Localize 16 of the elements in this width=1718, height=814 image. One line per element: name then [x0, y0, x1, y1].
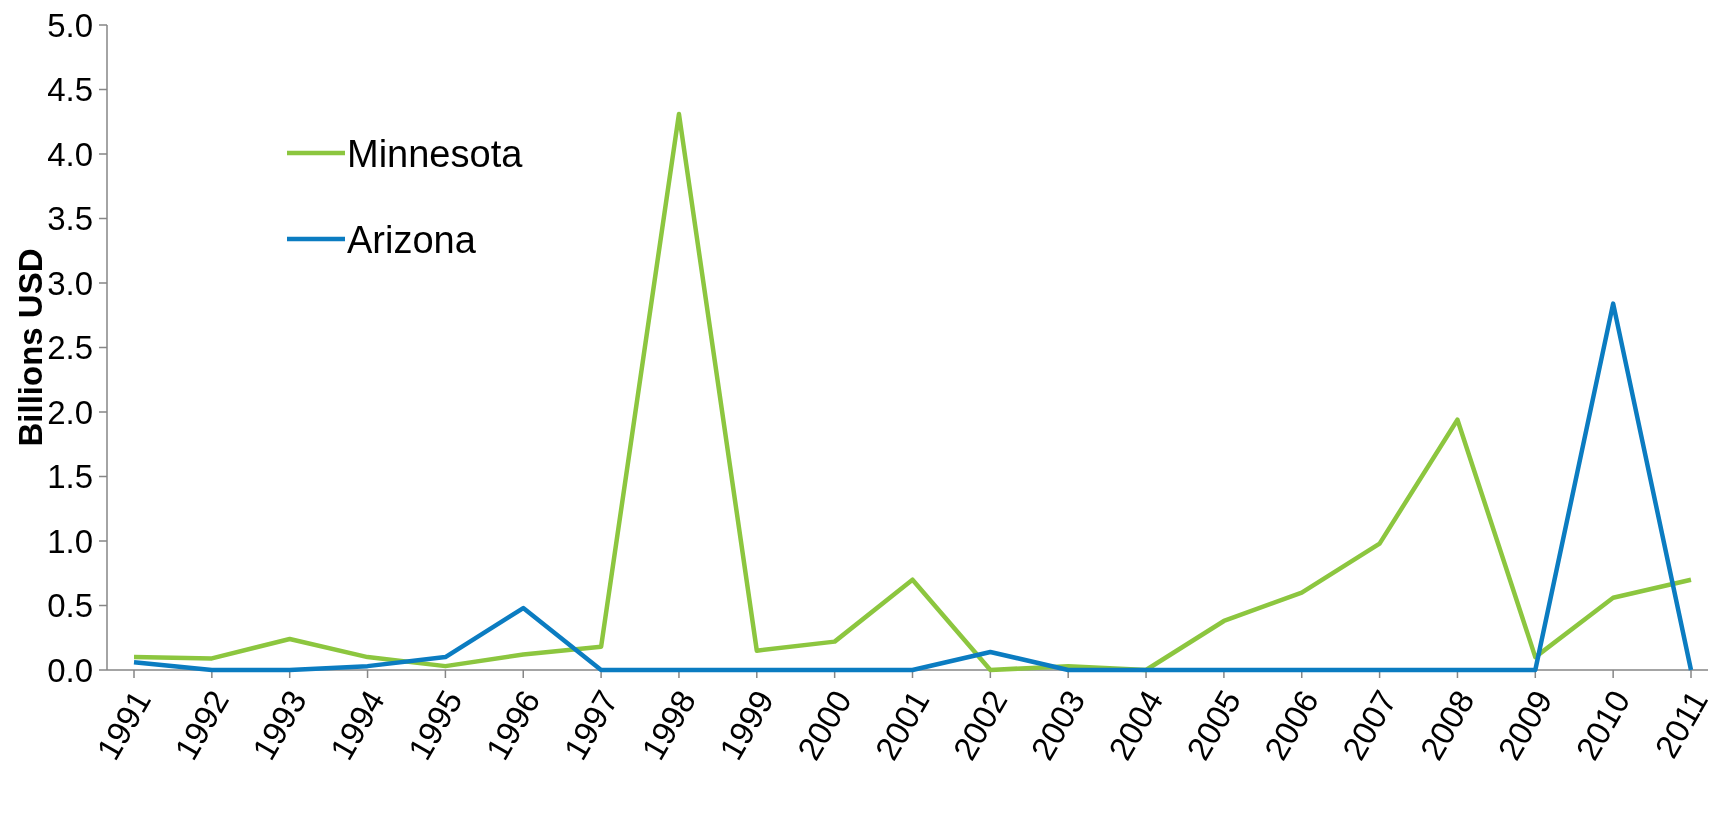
legend-label: Arizona — [347, 218, 477, 261]
y-tick-label: 2.5 — [47, 329, 93, 367]
y-tick-label: 1.5 — [47, 458, 93, 496]
y-tick-label: 1.0 — [47, 522, 93, 560]
legend-label: Minnesota — [347, 132, 524, 175]
y-tick-label: 3.5 — [47, 200, 93, 238]
y-tick-label: 0.0 — [47, 651, 93, 689]
y-tick-label: 4.0 — [47, 135, 93, 173]
line-series — [131, 301, 1694, 673]
y-tick-label: 5.0 — [47, 6, 93, 44]
line-series — [131, 111, 1694, 673]
y-tick-label: 0.5 — [47, 587, 93, 625]
y-tick-label: 4.5 — [47, 71, 93, 109]
y-tick-label: 3.0 — [47, 264, 93, 302]
y-tick-label: 2.0 — [47, 393, 93, 431]
y-axis-title: Billions USD — [12, 248, 49, 447]
